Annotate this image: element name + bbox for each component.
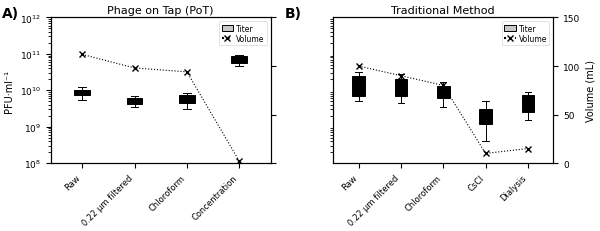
PathPatch shape: [395, 80, 407, 97]
PathPatch shape: [127, 98, 142, 105]
PathPatch shape: [179, 95, 195, 103]
Y-axis label: PFU·ml⁻¹: PFU·ml⁻¹: [4, 70, 14, 112]
PathPatch shape: [232, 57, 247, 64]
Legend: Titer, Volume: Titer, Volume: [502, 22, 550, 46]
Legend: Titer, Volume: Titer, Volume: [220, 22, 267, 46]
PathPatch shape: [74, 90, 90, 95]
PathPatch shape: [479, 110, 492, 124]
Text: B): B): [285, 7, 302, 21]
Title: Phage on Tap (PoT): Phage on Tap (PoT): [107, 6, 214, 16]
Title: Traditional Method: Traditional Method: [391, 6, 495, 16]
Text: A): A): [2, 7, 19, 21]
PathPatch shape: [521, 95, 534, 113]
PathPatch shape: [437, 87, 449, 99]
Y-axis label: Volume (mL): Volume (mL): [586, 60, 596, 122]
PathPatch shape: [352, 76, 365, 97]
